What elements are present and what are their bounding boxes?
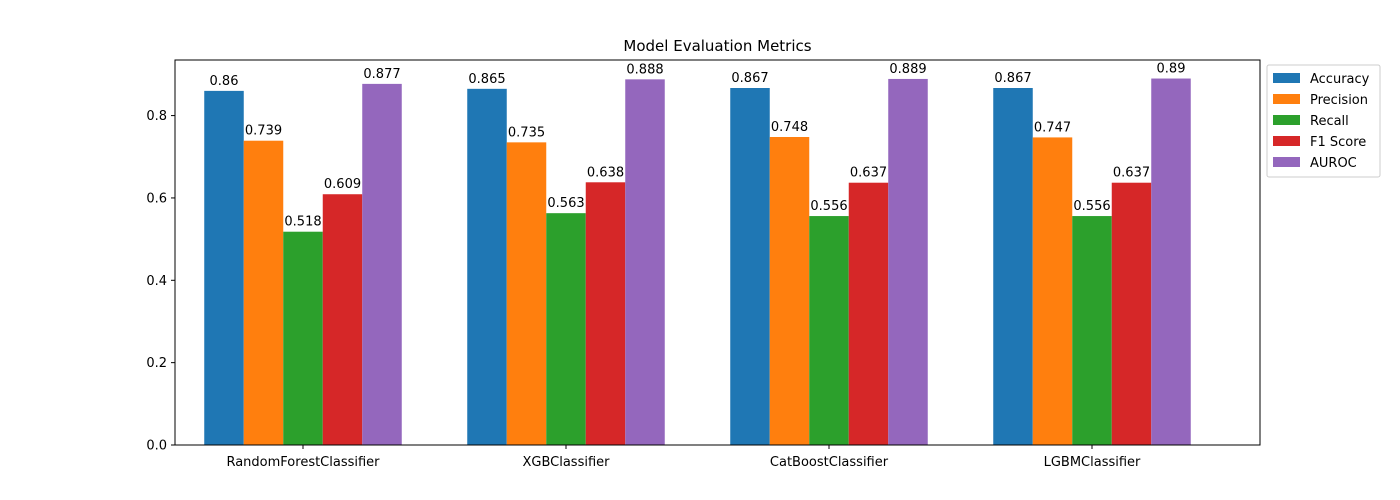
bar-value-label: 0.888: [626, 62, 663, 77]
bar-value-label: 0.556: [1073, 199, 1110, 214]
bar-value-label: 0.637: [1113, 166, 1150, 181]
bar-f1-score-catboostclassifier: [848, 182, 889, 446]
bar-value-label: 0.867: [731, 71, 768, 86]
bar-f1-score-lgbmclassifier: [1111, 182, 1152, 446]
bar-value-label: 0.748: [771, 120, 808, 135]
legend-label: Accuracy: [1310, 72, 1370, 87]
bar-accuracy-lgbmclassifier: [993, 88, 1033, 445]
legend-swatch: [1273, 136, 1300, 146]
y-tick-label: 0.6: [146, 191, 167, 206]
bar-precision-randomforestclassifier: [243, 140, 284, 446]
bar-recall-lgbmclassifier: [1072, 216, 1112, 445]
bar-auroc-xgbclassifier: [625, 79, 665, 446]
bar-auroc-lgbmclassifier: [1151, 78, 1191, 445]
x-tick-label: RandomForestClassifier: [226, 455, 380, 470]
legend-label: AUROC: [1310, 156, 1357, 171]
bar-value-label: 0.739: [245, 124, 282, 139]
bar-accuracy-xgbclassifier: [467, 88, 507, 445]
bar-value-label: 0.877: [363, 67, 400, 82]
bar-recall-catboostclassifier: [809, 216, 849, 445]
bar-recall-xgbclassifier: [546, 213, 586, 445]
bar-auroc-randomforestclassifier: [362, 83, 402, 445]
bar-auroc-catboostclassifier: [888, 78, 928, 446]
x-tick-label: XGBClassifier: [522, 455, 610, 470]
y-tick-label: 0.2: [146, 356, 167, 371]
bar-value-label: 0.556: [810, 199, 847, 214]
legend: Accuracy Precision Recall F1 Score AUROC: [1266, 64, 1381, 178]
bar-value-label: 0.89: [1157, 62, 1186, 77]
x-tick-label: LGBMClassifier: [1044, 455, 1141, 470]
bar-recall-randomforestclassifier: [283, 231, 323, 445]
legend-swatch: [1273, 73, 1300, 83]
bar-f1-score-randomforestclassifier: [322, 194, 363, 445]
y-tick-label: 0.0: [146, 439, 167, 454]
legend-swatch: [1273, 157, 1300, 167]
bar-precision-catboostclassifier: [769, 137, 810, 445]
bar-value-label: 0.867: [994, 71, 1031, 86]
legend-swatch: [1273, 94, 1300, 104]
legend-box: [1266, 64, 1381, 178]
y-tick-label: 0.8: [146, 109, 167, 124]
plot-frame: [174, 59, 1261, 446]
bar-value-label: 0.609: [324, 177, 361, 192]
bar-value-label: 0.747: [1034, 120, 1071, 135]
bar-value-label: 0.865: [468, 72, 505, 87]
bars-layer: [204, 78, 1191, 446]
legend-label: Precision: [1310, 93, 1368, 108]
bar-precision-xgbclassifier: [506, 142, 547, 445]
bar-value-label: 0.889: [889, 62, 926, 77]
x-tick-label: CatBoostClassifier: [770, 455, 889, 470]
bar-accuracy-randomforestclassifier: [204, 90, 244, 445]
bar-value-label: 0.518: [284, 215, 321, 230]
chart-title: Model Evaluation Metrics: [623, 37, 811, 55]
bar-accuracy-catboostclassifier: [730, 88, 770, 445]
legend-label: F1 Score: [1310, 135, 1366, 150]
bar-value-label: 0.638: [587, 165, 624, 180]
y-tick-label: 0.4: [146, 274, 167, 289]
bar-f1-score-xgbclassifier: [585, 182, 626, 445]
bar-value-label: 0.86: [210, 74, 239, 89]
bar-precision-lgbmclassifier: [1032, 137, 1073, 446]
legend-label: Recall: [1310, 114, 1349, 129]
axes-layer: 0.0 0.2 0.4 0.6 0.8 RandomForestClassifier XGB…: [146, 59, 1261, 470]
bar-value-label: 0.563: [547, 196, 584, 211]
bar-value-label: 0.735: [508, 125, 545, 140]
legend-swatch: [1273, 115, 1300, 125]
bar-labels-layer: 0.86 0.865 0.867 0.867 0.739 0.735 0.748 0.747 0…: [210, 62, 1186, 230]
bar-value-label: 0.637: [850, 166, 887, 181]
